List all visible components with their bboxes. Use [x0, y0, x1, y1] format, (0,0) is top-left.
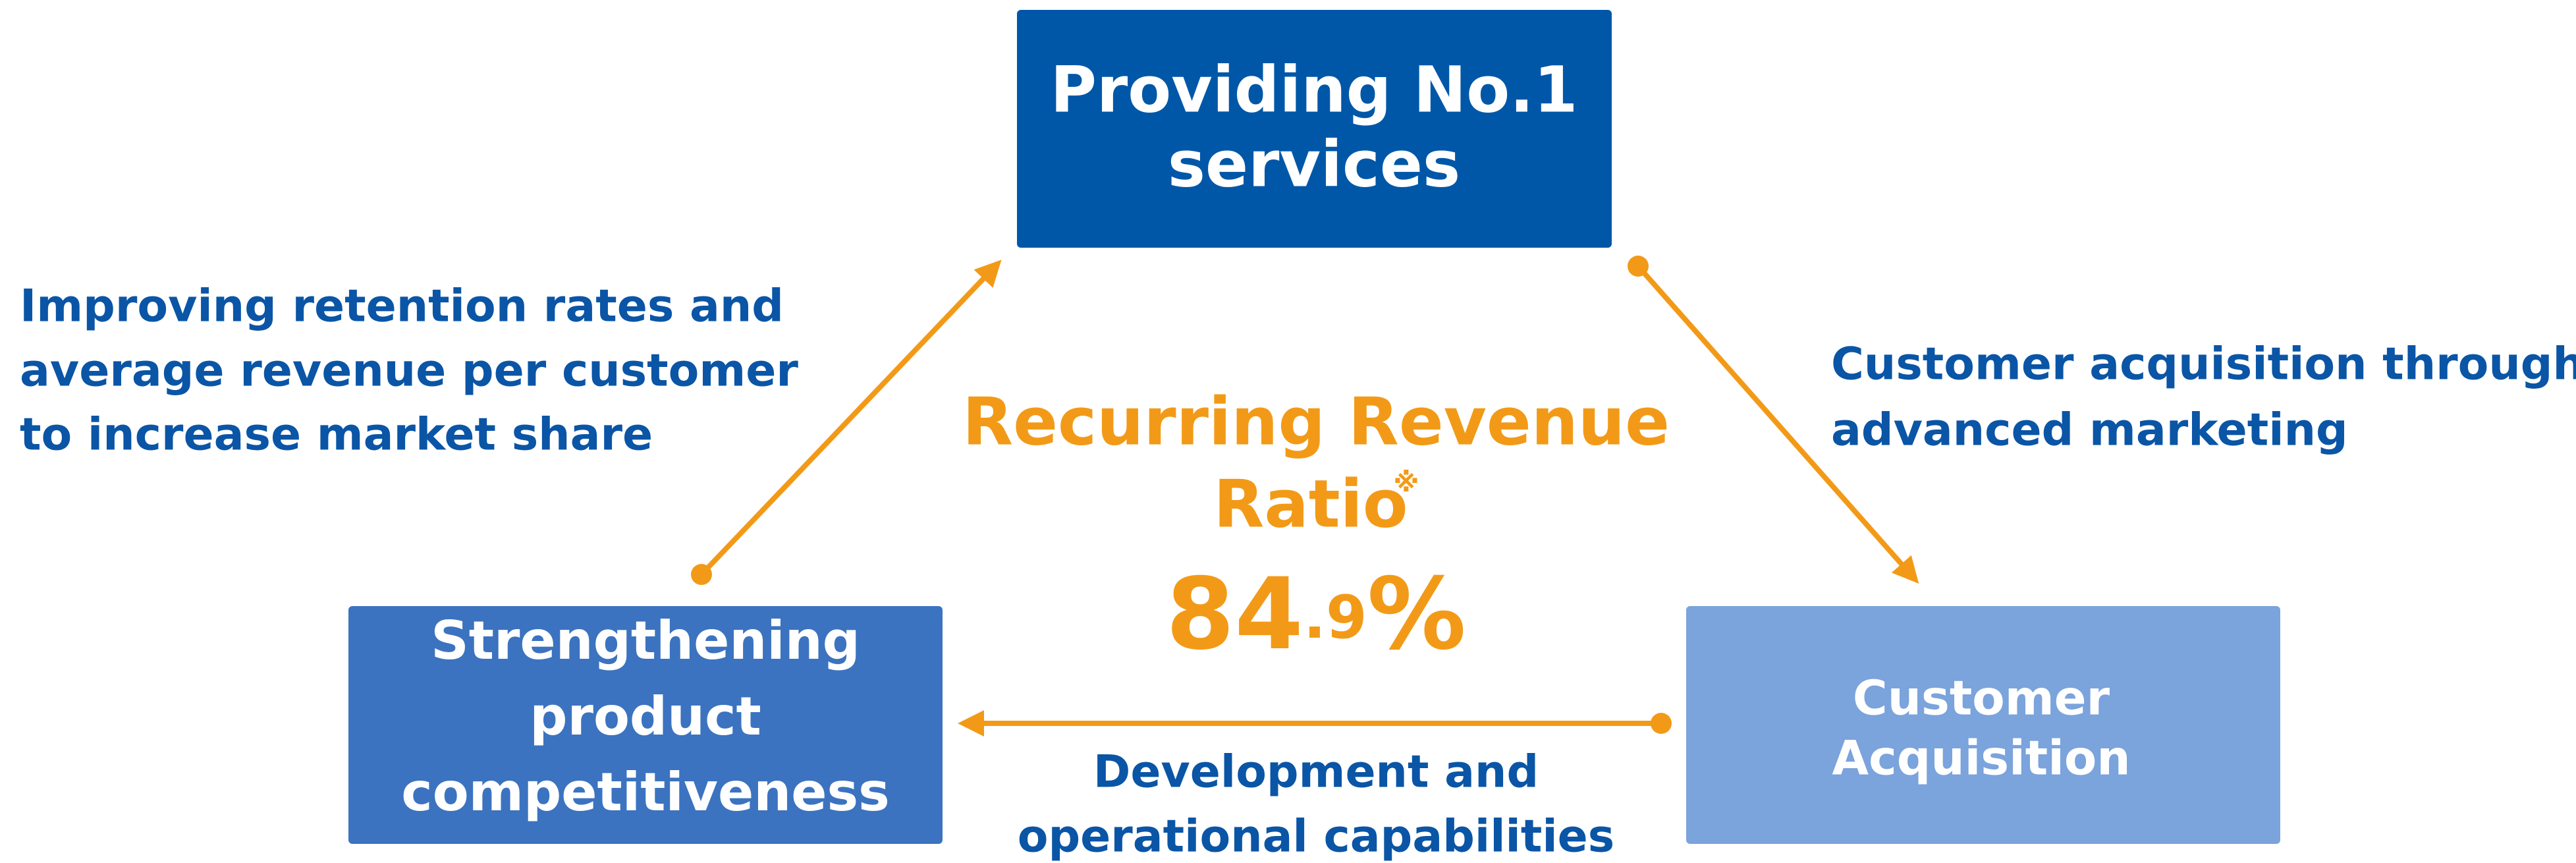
- node-label: Providing No.1: [1051, 53, 1578, 126]
- arrow-dot: [1628, 256, 1649, 277]
- node-label: Customer: [1853, 671, 2110, 726]
- value-unit: %: [1367, 557, 1466, 672]
- node-label: Acquisition: [1832, 731, 2130, 786]
- node-label: competitiveness: [401, 762, 889, 823]
- arrow: [699, 260, 1002, 576]
- edge-label: advanced marketing: [1831, 404, 2348, 457]
- edge-label: to increase market share: [20, 409, 653, 461]
- node-box: [1017, 10, 1612, 248]
- node-box: [1686, 606, 2280, 844]
- arrow: [1636, 264, 1919, 584]
- note-mark: ※: [1394, 468, 1419, 498]
- edge-label: Customer acquisition through: [1831, 339, 2576, 391]
- node-label: Strengthening: [431, 610, 860, 671]
- edge-label: Development and: [1093, 746, 1539, 798]
- center-subtitle: Ratio: [1213, 465, 1408, 542]
- edge-label: average revenue per customer: [20, 345, 798, 397]
- edge-label: Improving retention rates and: [20, 281, 784, 333]
- arrow-dot: [691, 564, 712, 585]
- center-title: Recurring Revenue: [962, 383, 1670, 460]
- node-box: [348, 606, 943, 844]
- value-decimal: .9: [1303, 583, 1367, 652]
- node-label: services: [1168, 127, 1460, 201]
- value-integer: 84: [1166, 557, 1303, 672]
- center-value: 84.9%: [1166, 557, 1466, 672]
- edge-label: operational capabilities: [1018, 811, 1615, 863]
- arrow-dot: [1651, 713, 1672, 734]
- node-label: product: [530, 686, 761, 747]
